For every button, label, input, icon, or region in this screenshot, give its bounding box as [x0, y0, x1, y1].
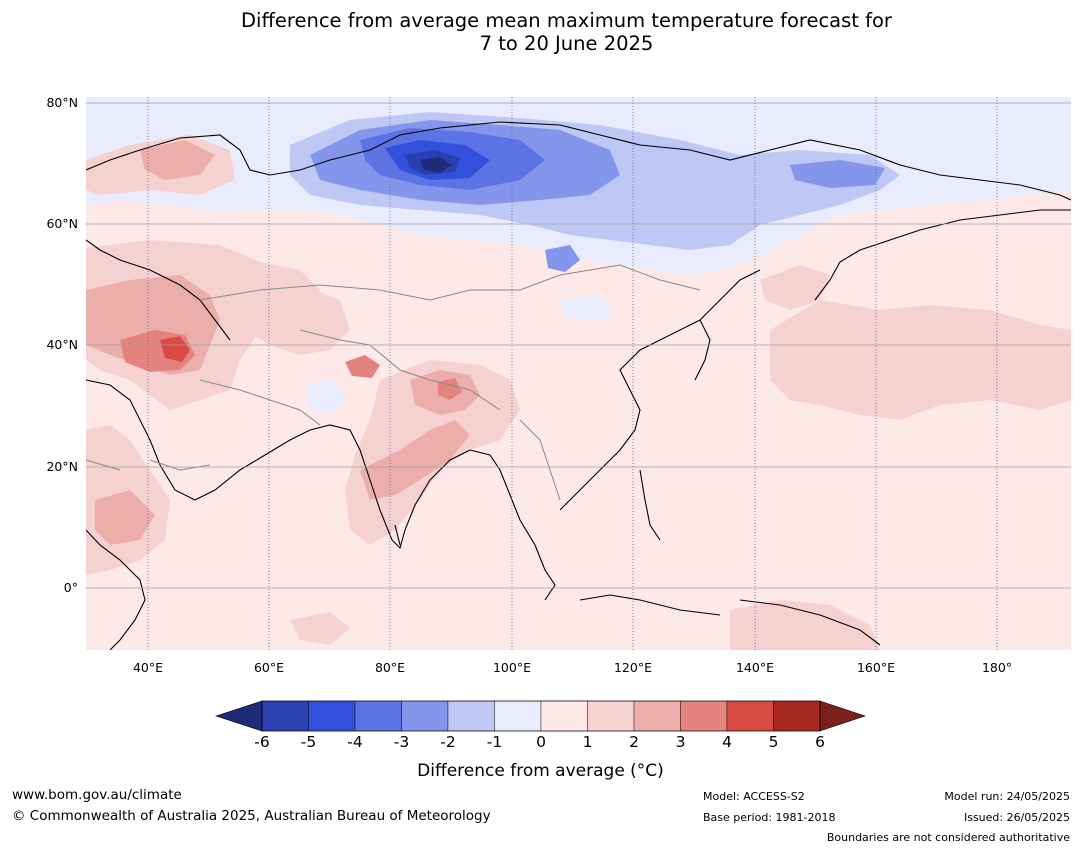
lat-label-80n: 80°N [46, 95, 78, 110]
colorbar-tick-label: 2 [629, 733, 639, 751]
colorbar-tick-label: -6 [254, 733, 270, 751]
colorbar-outline [261, 700, 821, 732]
colorbar-tick-label: -3 [393, 733, 410, 751]
colorbar-cell [726, 700, 774, 732]
colorbar-cell [587, 700, 635, 732]
colorbar-cell [401, 700, 449, 732]
colorbar [215, 700, 866, 732]
warm-png [730, 600, 880, 650]
colorbar-cell [633, 700, 681, 732]
hottest-caucasus [160, 336, 190, 362]
hot-himalaya [345, 355, 380, 378]
warmer-scandinavia [140, 140, 215, 180]
footer-website[interactable]: www.bom.gov.au/climate [12, 787, 182, 803]
cool-siberia-6 [420, 157, 452, 173]
colorbar-cell [540, 700, 588, 732]
colorbar-min-extend [215, 700, 263, 732]
colorbar-tick-label: 5 [768, 733, 779, 751]
colorbar-tick-label: 1 [582, 733, 593, 751]
country-boundaries [86, 264, 701, 501]
colorbar-cell [773, 700, 821, 732]
colorbar-cells [261, 700, 821, 732]
footer-copyright: © Commonwealth of Australia 2025, Austra… [12, 808, 491, 824]
cool-east-siberia [790, 160, 885, 188]
footer-issued: Issued: 26/05/2025 [963, 811, 1070, 824]
chart-title: Difference from average mean maximum tem… [0, 9, 1081, 55]
coastlines [86, 121, 1071, 650]
colorbar-cell [447, 700, 495, 732]
colorbar-tick-label: 0 [536, 733, 546, 751]
colorbar-max-extend [819, 700, 866, 732]
lon-label-160e: 160°E [856, 660, 895, 675]
colorbar-tick-label: 6 [815, 733, 825, 751]
lon-label-40e: 40°E [132, 660, 164, 675]
colorbar-cell [680, 700, 728, 732]
lat-label-20n: 20°N [46, 459, 78, 474]
colorbar-tick-label: -4 [347, 733, 363, 751]
title-line-1: Difference from average mean maximum tem… [241, 9, 892, 32]
colorbar-cell [354, 700, 402, 732]
lon-label-120e: 120°E [613, 660, 652, 675]
warmer-horn [95, 490, 155, 545]
lon-label-140e: 140°E [735, 660, 774, 675]
colorbar-tick-label: 4 [722, 733, 732, 751]
colorbar-tick-label: -1 [486, 733, 503, 751]
footer-base-period: Base period: 1981-2018 [703, 811, 836, 824]
lat-label-40n: 40°N [46, 337, 78, 352]
lon-label-80e: 80°E [374, 660, 406, 675]
colorbar-cell [308, 700, 356, 732]
lon-label-60e: 60°E [253, 660, 285, 675]
lat-label-0: 0° [63, 580, 78, 595]
lon-label-180: 180° [981, 660, 1013, 675]
grid-lines [86, 102, 1071, 589]
warm-central-asia [240, 285, 350, 355]
colorbar-tick-label: -5 [300, 733, 317, 751]
title-line-2: 7 to 20 June 2025 [479, 32, 654, 55]
footer-model: Model: ACCESS-S2 [703, 790, 805, 803]
colorbar-cell [494, 700, 542, 732]
warm-indian-ocean [290, 612, 350, 645]
warm-east-siberia [760, 265, 830, 310]
warmer-bengal [360, 420, 470, 500]
colorbar-tick-label: 3 [675, 733, 686, 751]
colorbar-cell [261, 700, 309, 732]
warm-pacific [770, 300, 1071, 420]
meridian-lines [147, 97, 998, 650]
footer-disclaimer: Boundaries are not considered authoritat… [826, 831, 1070, 844]
lon-label-100e: 100°E [492, 660, 531, 675]
cool-pakistan [305, 378, 345, 415]
colorbar-label: Difference from average (°C) [417, 761, 664, 781]
lat-label-60n: 60°N [46, 216, 78, 231]
cool-pacific-small [560, 295, 615, 322]
colorbar-tick-label: -2 [440, 733, 456, 751]
forecast-map [86, 97, 1071, 650]
footer-model-run: Model run: 24/05/2025 [944, 790, 1070, 803]
cool-baikal [545, 245, 580, 272]
